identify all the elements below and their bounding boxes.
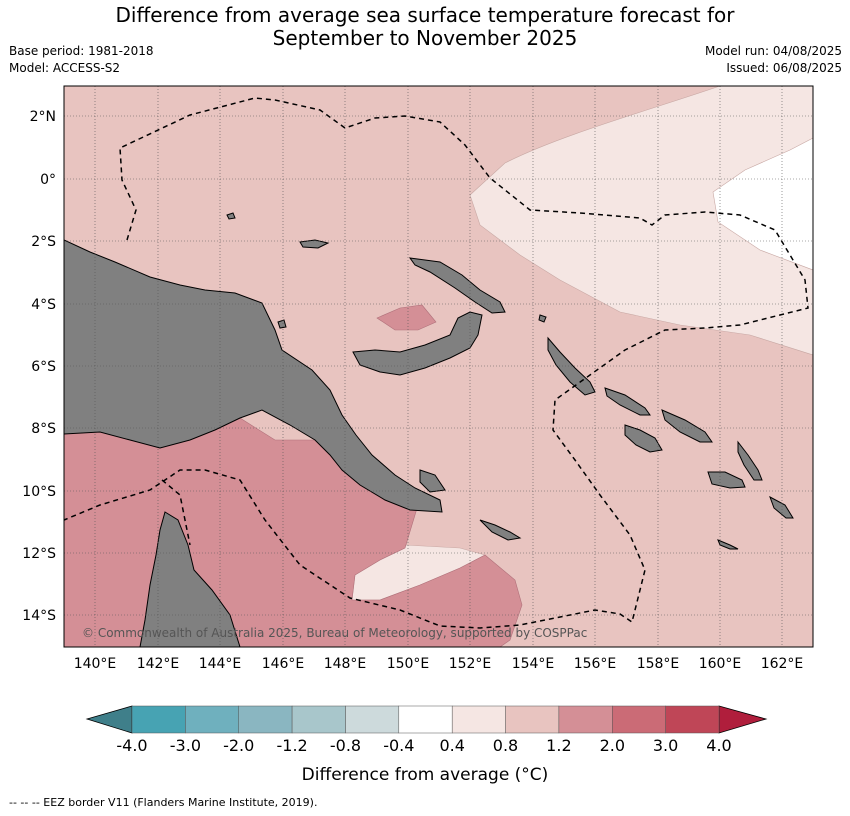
colorbar-segment — [612, 705, 666, 734]
lon-label: 162°E — [761, 656, 804, 672]
lat-label: 4°S — [31, 297, 56, 313]
colorbar-tick-label: -4.0 — [116, 736, 147, 755]
title-line-2: September to November 2025 — [272, 26, 578, 50]
land-new-georgia — [624, 424, 663, 453]
colorbar-tick-label: -0.4 — [383, 736, 414, 755]
title-line-1: Difference from average sea surface temp… — [115, 3, 735, 27]
lat-label: 12°S — [22, 546, 56, 562]
map-area: © Commonwealth of Australia 2025, Bureau… — [64, 86, 813, 647]
map-frame — [63, 85, 814, 648]
lon-label: 146°E — [262, 656, 305, 672]
eez-legend: -- -- -- EEZ border V11 (Flanders Marine… — [9, 796, 318, 809]
lon-label: 150°E — [387, 656, 430, 672]
land-bougainville — [547, 336, 596, 396]
meta-left: Base period: 1981-2018 Model: ACCESS-S2 — [9, 43, 154, 77]
lat-tick-labels: 2°N 0° 2°S 4°S 6°S 8°S 10°S 12°S 14°S — [22, 109, 56, 624]
lon-label: 158°E — [637, 656, 680, 672]
model-run: Model run: 04/08/2025 — [704, 44, 842, 58]
colorbar-segment — [185, 705, 240, 734]
lon-label: 142°E — [137, 656, 180, 672]
lat-label: 2°S — [31, 234, 56, 250]
chart-title: Difference from average sea surface temp… — [0, 4, 850, 50]
sst-field-0.4-0.8 — [469, 86, 813, 356]
land-choiseul — [604, 387, 651, 416]
lon-label: 156°E — [574, 656, 617, 672]
colorbar-tick-label: -1.2 — [276, 736, 307, 755]
colorbar-segment — [131, 705, 186, 734]
colorbar-tick-label: 1.2 — [546, 736, 571, 755]
colorbar-tick-label: 3.0 — [653, 736, 678, 755]
colorbar-tick-label: -2.0 — [223, 736, 254, 755]
colorbar-tick-label: 0.8 — [493, 736, 518, 755]
land-small-2 — [277, 319, 287, 329]
colorbar-tick-label: 0.4 — [439, 736, 464, 755]
colorbar-segment — [451, 705, 506, 734]
colorbar-tick-label: 2.0 — [600, 736, 625, 755]
land-new-britain — [352, 311, 483, 376]
lon-label: 152°E — [449, 656, 492, 672]
colorbar-segment — [398, 705, 453, 734]
lat-label: 0° — [40, 172, 56, 188]
land-manus — [299, 239, 330, 249]
colorbar-over-arrow — [718, 705, 768, 734]
land-cape-york — [139, 511, 241, 647]
sst-field-neutral — [712, 137, 813, 271]
colorbar-segment — [345, 705, 400, 734]
land-malaita — [737, 440, 763, 481]
lat-label: 6°S — [31, 359, 56, 375]
lon-label: 154°E — [512, 656, 555, 672]
land-small-3 — [538, 314, 547, 323]
land-rennell — [717, 539, 739, 550]
land-makira — [769, 495, 794, 519]
colorbar-segment — [558, 705, 613, 734]
meta-right: Model run: 04/08/2025 Issued: 06/08/2025 — [705, 43, 842, 77]
lon-label: 160°E — [699, 656, 742, 672]
land-new-ireland — [408, 257, 506, 314]
sst-field-1.2-2.0-small — [376, 304, 437, 331]
colorbar-tick-label: -0.8 — [330, 736, 361, 755]
land-masses — [64, 212, 794, 647]
colorbar-tick-label: -3.0 — [170, 736, 201, 755]
eez-border — [64, 97, 809, 629]
copyright-text: © Commonwealth of Australia 2025, Bureau… — [82, 626, 587, 640]
eez-border-torres — [161, 479, 191, 546]
base-period: Base period: 1981-2018 — [9, 44, 154, 58]
colorbar-segment — [505, 705, 560, 734]
colorbar-tick-label: 4.0 — [706, 736, 731, 755]
issued-date: Issued: 06/08/2025 — [726, 61, 842, 75]
lon-label: 148°E — [324, 656, 367, 672]
land-dentrecasteaux — [419, 469, 446, 493]
lat-label: 10°S — [22, 484, 56, 500]
land-new-guinea — [64, 239, 443, 513]
lat-label: 14°S — [22, 608, 56, 624]
lon-tick-labels: 140°E 142°E 144°E 146°E 148°E 150°E 152°… — [74, 656, 804, 672]
land-guadalcanal — [707, 471, 746, 489]
lat-label: 8°S — [31, 421, 56, 437]
lon-label: 144°E — [199, 656, 242, 672]
colorbar-segment — [238, 705, 293, 734]
colorbar-segment — [291, 705, 346, 734]
colorbar-segment — [665, 705, 720, 734]
lat-label: 2°N — [30, 109, 56, 125]
land-santa-isabel — [661, 409, 713, 443]
gridlines — [64, 86, 813, 647]
land-small-1 — [226, 212, 236, 220]
colorbar: -4.0 -3.0 -2.0 -1.2 -0.8 -0.4 0.4 0.8 1.… — [85, 705, 768, 785]
model-name: Model: ACCESS-S2 — [9, 61, 121, 75]
land-louisiade — [479, 519, 522, 541]
lon-label: 140°E — [74, 656, 117, 672]
colorbar-title: Difference from average (°C) — [302, 765, 549, 785]
colorbar-under-arrow — [85, 705, 133, 734]
